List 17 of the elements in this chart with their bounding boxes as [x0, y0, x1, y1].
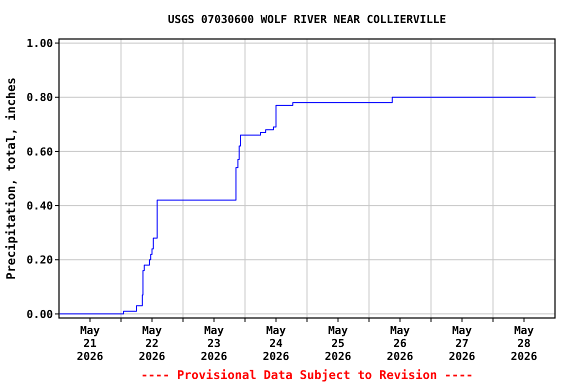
y-tick-label: 0.80: [26, 91, 53, 104]
y-tick-label: 0.40: [26, 199, 53, 212]
chart-title: USGS 07030600 WOLF RIVER NEAR COLLIERVILLE: [168, 13, 446, 26]
x-tick-label: May 27 2026: [448, 324, 476, 363]
text: ---- Provisional Data Subject to Revision ----: [140, 368, 474, 382]
y-axis-title: Precipitation, total, inches: [4, 77, 18, 280]
y-tick-label: 0.60: [26, 145, 53, 158]
x-tick-label: May 22 2026: [138, 324, 166, 363]
y-tick-label: 1.00: [26, 36, 53, 50]
x-tick-label: May 21 2026: [76, 324, 104, 363]
y-tick-label: 0.20: [26, 254, 53, 267]
x-tick-label: May 24 2026: [262, 324, 290, 363]
x-tick-label: May 26 2026: [386, 324, 414, 363]
x-tick-label: May 23 2026: [200, 324, 228, 363]
x-tick-label: May 25 2026: [324, 324, 352, 363]
x-tick-label: May 28 2026: [510, 324, 538, 363]
y-tick-label: 0.00: [26, 308, 53, 321]
